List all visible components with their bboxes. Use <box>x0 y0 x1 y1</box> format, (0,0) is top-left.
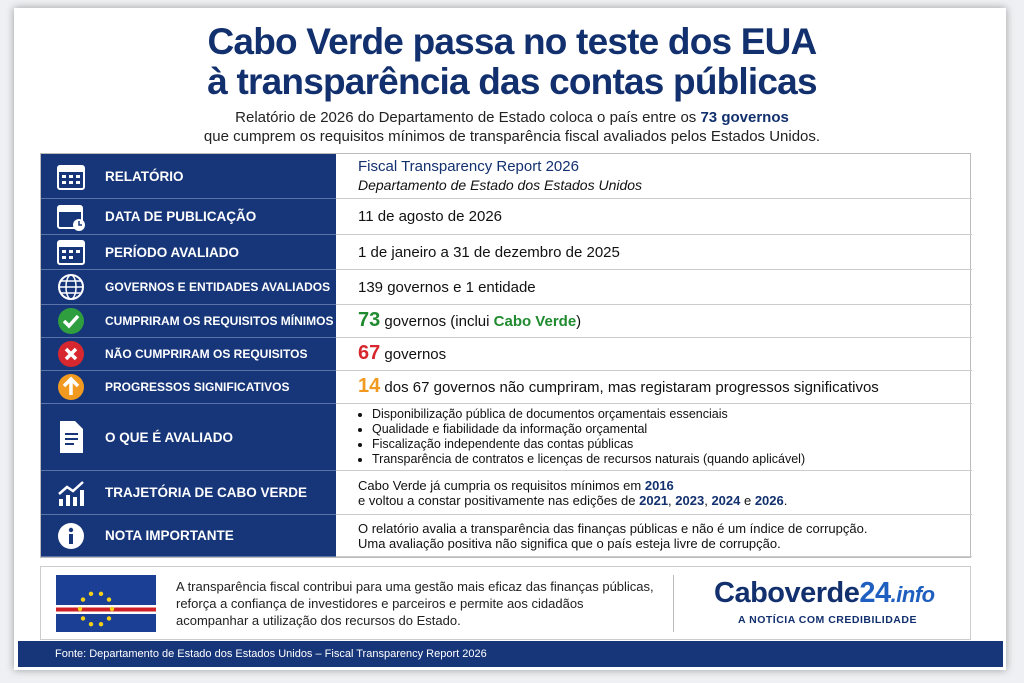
row-value: 67 governos <box>336 338 972 371</box>
text: . <box>783 492 788 508</box>
title: à transparência das contas públicas <box>207 61 817 102</box>
row-value: 1 de janeiro a 31 de dezembro de 2025 <box>336 235 972 270</box>
text: Departamento de Estado dos Estados Unido… <box>358 177 643 193</box>
table: RELATÓRIO Fiscal Transparency Report 202… <box>40 153 972 558</box>
check-icon <box>58 308 84 334</box>
text: ) <box>576 313 582 330</box>
document-icon <box>60 421 83 453</box>
bullet: Qualidade e fiabilidade da informação or… <box>372 422 972 437</box>
label: CUMPRIRAM OS REQUISITOS MÍNIMOS <box>105 314 334 328</box>
bullet: Transparência de contratos e licenças de… <box>372 452 972 467</box>
number: 14 <box>358 375 381 397</box>
row-label: TRAJETÓRIA DE CABO VERDE <box>41 471 336 515</box>
text: Uma avaliação positiva não significa que… <box>358 535 781 551</box>
highlight: 73 governos <box>700 109 789 126</box>
highlight: 2023 <box>675 492 705 508</box>
divider <box>673 575 674 632</box>
row-value: 14 dos 67 governos não cumpriram, mas re… <box>336 371 972 404</box>
source-bar: Fonte: Departamento de Estado dos Estado… <box>18 641 1003 667</box>
row-label: O QUE É AVALIADO <box>41 404 336 471</box>
text: 11 de agosto de 2026 <box>358 208 503 225</box>
highlight: 2021 <box>639 492 669 508</box>
text: O relatório avalia a transparência das f… <box>358 520 868 536</box>
text: 139 governos e 1 entidade <box>358 278 536 296</box>
bullet: Fiscalização independente das contas púb… <box>372 437 972 452</box>
text: Relatório de 2026 do Departamento de Est… <box>235 109 701 126</box>
label: NOTA IMPORTANTE <box>105 528 234 543</box>
highlight: 2024 <box>711 492 741 508</box>
tagline: A NOTÍCIA COM CREDIBILIDADE <box>738 614 917 626</box>
subtitle: Relatório de 2026 do Departamento de Est… <box>0 108 1024 128</box>
label: GOVERNOS E ENTIDADES AVALIADOS <box>105 280 331 294</box>
calendar-icon <box>57 204 85 231</box>
text: dos 67 governos não cumpriram, mas regis… <box>380 379 879 396</box>
text: e <box>740 492 755 508</box>
number: 67 <box>358 342 381 364</box>
text: governos <box>380 346 447 363</box>
row-value: 73 governos (inclui Cabo Verde) <box>336 305 972 338</box>
row-value: O relatório avalia a transparência das f… <box>336 515 972 557</box>
logo: Caboverde24.info <box>714 577 935 610</box>
highlight: Cabo Verde <box>493 313 577 330</box>
row-label: PROGRESSOS SIGNIFICATIVOS <box>41 371 336 404</box>
label: NÃO CUMPRIRAM OS REQUISITOS <box>105 347 308 361</box>
cross-icon <box>58 341 84 367</box>
row-value: 139 governos e 1 entidade <box>336 270 972 305</box>
row-label: PERÍODO AVALIADO <box>41 235 336 270</box>
row-label: CUMPRIRAM OS REQUISITOS MÍNIMOS <box>41 305 336 338</box>
text: governos (inclui <box>380 313 494 330</box>
bullet-list: Disponibilização pública de documentos o… <box>358 407 972 467</box>
row-value: Disponibilização pública de documentos o… <box>336 404 972 471</box>
logo-text: 24 <box>859 577 891 609</box>
chart-icon <box>58 480 84 506</box>
label: PERÍODO AVALIADO <box>105 244 240 260</box>
info-icon <box>58 522 84 549</box>
row-label: NOTA IMPORTANTE <box>41 515 336 557</box>
subtitle: que cumprem os requisitos mínimos de tra… <box>203 128 821 145</box>
flag <box>56 575 156 632</box>
label: TRAJETÓRIA DE CABO VERDE <box>105 485 308 500</box>
title: Cabo Verde passa no teste dos EUA <box>207 21 818 62</box>
highlight: 2026 <box>754 492 784 508</box>
logo-text: Caboverde <box>714 577 860 609</box>
footer-text: A transparência fiscal contribui para um… <box>176 579 654 628</box>
row-label: GOVERNOS E ENTIDADES AVALIADOS <box>41 270 336 305</box>
number: 73 <box>358 309 381 331</box>
highlight: 2016 <box>644 477 674 493</box>
bullet: Disponibilização pública de documentos o… <box>372 407 972 422</box>
label: PROGRESSOS SIGNIFICATIVOS <box>105 380 290 394</box>
label: O QUE É AVALIADO <box>105 429 234 445</box>
text: , <box>704 492 712 508</box>
calendar-icon <box>57 165 85 190</box>
text: 1 de janeiro a 31 de dezembro de 2025 <box>358 243 620 261</box>
globe-icon <box>58 274 84 300</box>
row-label: DATA DE PUBLICAÇÃO <box>41 199 336 235</box>
row-value: Cabo Verde já cumpria os requisitos míni… <box>336 471 972 515</box>
text: Cabo Verde já cumpria os requisitos míni… <box>358 477 645 493</box>
row-value: Fiscal Transparency Report 2026 Departame… <box>336 154 972 199</box>
row-value: 11 de agosto de 2026 <box>336 199 972 235</box>
label: DATA DE PUBLICAÇÃO <box>105 209 257 224</box>
label: RELATÓRIO <box>105 168 184 184</box>
arrow-icon <box>58 374 84 400</box>
footer-box: A transparência fiscal contribui para um… <box>40 566 971 640</box>
calendar-icon <box>57 240 85 265</box>
text: , <box>668 492 676 508</box>
logo-text: .info <box>890 582 935 607</box>
text: Fiscal Transparency Report 2026 <box>358 158 579 175</box>
row-label: RELATÓRIO <box>41 154 336 199</box>
text: e voltou a constar positivamente nas edi… <box>358 492 640 508</box>
row-label: NÃO CUMPRIRAM OS REQUISITOS <box>41 338 336 371</box>
